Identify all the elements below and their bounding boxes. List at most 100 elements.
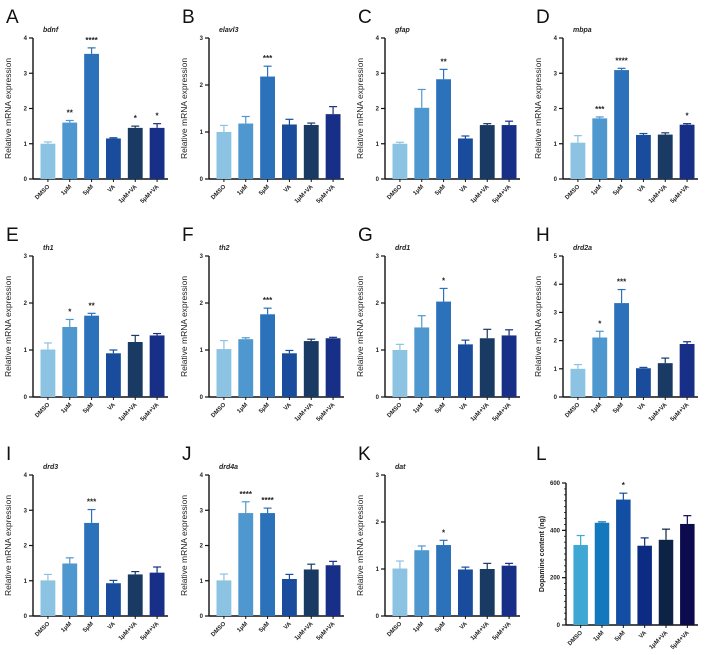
bar-0 [392, 568, 408, 616]
y-tick-label: 0 [376, 177, 380, 183]
x-tick-label: 5μM+VA [140, 402, 161, 423]
bar-1 [414, 550, 430, 616]
x-tick-label: DMSO [386, 402, 403, 419]
x-tick-label: DMSO [210, 402, 227, 419]
bar-0 [570, 368, 586, 397]
y-tick-label: 3 [376, 473, 380, 479]
bar-0 [216, 132, 232, 179]
panel-letter: A [6, 7, 19, 28]
x-tick-label: DMSO [210, 184, 227, 201]
bar-0 [40, 349, 56, 397]
bar-5 [149, 127, 165, 179]
x-tick-label: 1μM [60, 621, 73, 634]
y-tick-label: 2 [376, 301, 380, 307]
chart-title: th2 [219, 245, 230, 252]
x-tick-label: 1μM [593, 630, 606, 643]
x-tick-label: 5μM+VA [670, 184, 691, 205]
y-tick-label: 1 [24, 348, 28, 354]
x-tick-label: DMSO [34, 621, 51, 638]
x-tick-label: 5μM+VA [492, 621, 513, 642]
x-tick-label: 1μM [590, 402, 603, 415]
x-tick-label: VA [107, 402, 117, 412]
chart-title: mbpa [573, 27, 592, 34]
panel-letter: L [536, 444, 547, 465]
bar-1 [238, 123, 254, 179]
y-tick-label: 4 [554, 36, 558, 42]
y-tick-label: 0 [554, 395, 558, 401]
significance-marker: *** [87, 498, 97, 507]
x-tick-label: 1μM+VA [470, 184, 491, 205]
x-tick-label: DMSO [567, 630, 584, 647]
chart-title: gfap [394, 27, 411, 34]
bar-0 [392, 143, 408, 179]
x-tick-label: 1μM+VA [294, 621, 315, 642]
significance-marker: * [134, 114, 138, 123]
bar-4 [479, 125, 495, 179]
chart-title: drd4a [219, 464, 238, 471]
bar-1 [414, 107, 430, 179]
bar-3 [637, 545, 652, 625]
y-tick-label: 1 [24, 142, 28, 148]
significance-marker: * [68, 307, 72, 316]
y-tick-label: 3 [200, 36, 204, 42]
bar-2 [614, 303, 630, 397]
x-tick-label: VA [459, 402, 469, 412]
x-tick-label: 1μM [60, 184, 73, 197]
y-tick-label: 3 [376, 71, 380, 77]
bar-4 [479, 569, 495, 616]
x-tick-label: 5μM+VA [670, 630, 691, 651]
y-tick-label: 4 [24, 473, 28, 479]
x-tick-label: 5μM [612, 402, 625, 415]
chart-title: bdnf [43, 27, 59, 34]
y-tick-label: 0 [554, 177, 558, 183]
y-tick-label: 2 [24, 107, 28, 113]
y-tick-label: 2 [376, 107, 380, 113]
x-tick-label: VA [283, 184, 293, 194]
x-tick-label: 5μM+VA [140, 184, 161, 205]
bar-5 [325, 565, 341, 616]
panel-letter: B [182, 7, 195, 28]
bar-3 [105, 353, 121, 397]
panel-letter: I [6, 444, 11, 465]
bar-4 [658, 539, 674, 625]
y-axis-label: Dopamine content (ng) [539, 516, 546, 592]
x-tick-label: 5μM+VA [140, 621, 161, 642]
y-tick-label: 0 [200, 395, 204, 401]
bar-4 [303, 124, 319, 179]
y-tick-label: 0 [24, 395, 28, 401]
significance-marker: * [622, 481, 626, 490]
x-tick-label: 1μM [60, 402, 73, 415]
x-tick-label: DMSO [34, 402, 51, 419]
bar-3 [281, 578, 297, 616]
x-tick-label: VA [638, 630, 648, 640]
chart-title: drd3 [43, 464, 58, 471]
bar-0 [573, 545, 588, 625]
y-axis-label: Relative mRNA expression [533, 58, 543, 159]
y-tick-label: 3 [376, 254, 380, 260]
chart-title: th1 [43, 245, 54, 252]
bar-2 [260, 314, 276, 397]
x-tick-label: DMSO [210, 621, 227, 638]
bar-2 [84, 53, 100, 179]
y-axis-label: Relative mRNA expression [179, 58, 189, 159]
bar-3 [635, 368, 651, 397]
bar-3 [281, 124, 297, 179]
chart-title: dat [395, 464, 406, 471]
y-tick-label: 1 [200, 130, 204, 136]
x-tick-label: DMSO [564, 402, 581, 419]
y-tick-label: 0 [376, 614, 380, 620]
y-axis-label: Relative mRNA expression [179, 276, 189, 377]
bar-2 [260, 513, 276, 616]
panel-letter: F [182, 225, 194, 246]
y-tick-label: 3 [24, 254, 28, 260]
y-tick-label: 1 [24, 579, 28, 585]
y-tick-label: 3 [24, 508, 28, 514]
y-tick-label: 0 [376, 395, 380, 401]
x-tick-label: 1μM+VA [649, 630, 670, 651]
x-tick-label: DMSO [34, 184, 51, 201]
bar-4 [127, 342, 143, 397]
x-tick-label: VA [283, 402, 293, 412]
